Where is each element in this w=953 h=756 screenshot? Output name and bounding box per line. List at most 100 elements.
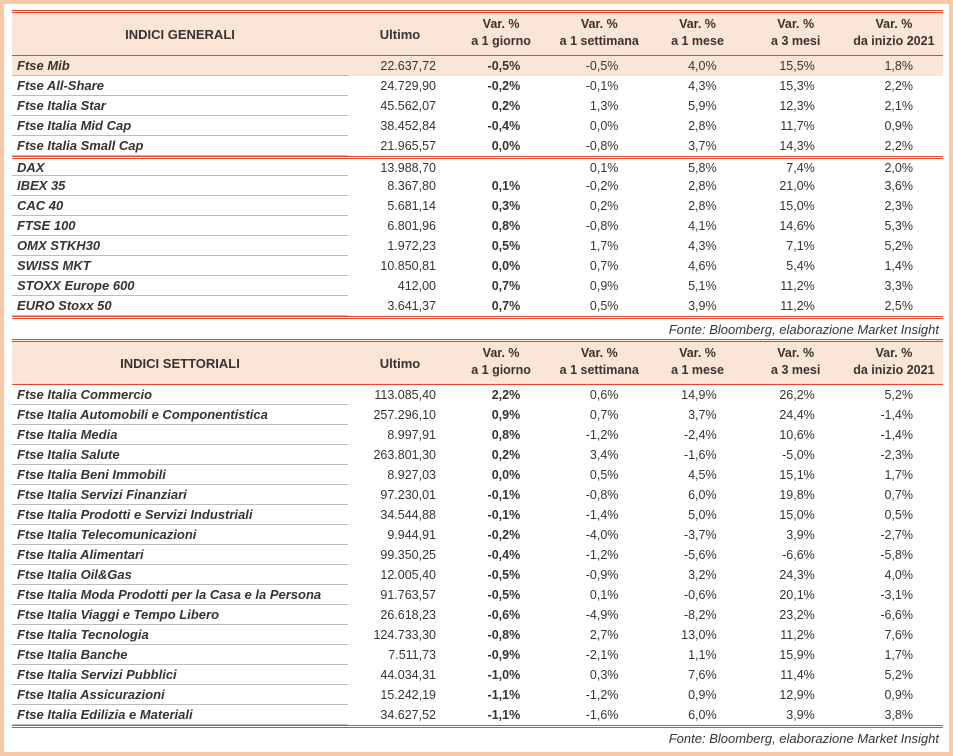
cell-w1: 1,7% <box>589 239 619 253</box>
cell-m1: 4,0% <box>688 59 717 73</box>
cell-ultimo: 263.801,30 <box>373 448 436 462</box>
cell-m3: 26,2% <box>779 388 815 402</box>
table-row: Ftse Italia Star 45.562,07 0,2% 1,3% 5,9% 12,… <box>12 96 943 116</box>
period-label-inizio-2021: da inizio 2021 <box>853 363 935 378</box>
cell-m1: 2,8% <box>688 199 717 213</box>
cell-m1: 4,1% <box>688 219 717 233</box>
cell-ultimo: 257.296,10 <box>373 408 436 422</box>
cell-d1: 0,7% <box>491 299 521 313</box>
cell-ultimo: 22.637,72 <box>380 59 436 73</box>
index-name: Ftse Italia Telecomunicazioni <box>12 525 348 545</box>
cell-d1: 0,0% <box>491 139 521 153</box>
period-label-1-settimana: a 1 settimana <box>559 363 639 378</box>
cell-w1: -0,8% <box>585 488 619 502</box>
cell-ultimo: 45.562,07 <box>380 99 436 113</box>
cell-m3: 12,9% <box>779 688 815 702</box>
cell-w1: -0,1% <box>585 79 619 93</box>
period-label-3-mesi: a 3 mesi <box>771 363 821 378</box>
cell-m1: -0,6% <box>683 588 717 602</box>
cell-m3: 15,0% <box>779 508 815 522</box>
cell-d1: -0,8% <box>487 628 521 642</box>
table-row: Ftse Italia Salute 263.801,30 0,2% 3,4% -1,6… <box>12 445 943 465</box>
cell-m3: 3,9% <box>786 708 815 722</box>
cell-d1 <box>452 159 550 176</box>
sector-indices-table: INDICI SETTORIALI Ultimo Var. % a 1 gior… <box>12 339 943 728</box>
cell-ultimo: 1.972,23 <box>387 239 436 253</box>
cell-ultimo: 97.230,01 <box>380 488 436 502</box>
cell-d1: -1,1% <box>487 708 521 722</box>
cell-d1: 0,7% <box>491 279 521 293</box>
var-label: Var. % <box>875 346 913 360</box>
index-name: Ftse Italia Assicurazioni <box>12 685 348 705</box>
cell-d1: 0,0% <box>491 259 521 273</box>
column-header-var-1-mese: Var. % a 1 mese <box>648 342 746 384</box>
cell-m1: 3,9% <box>688 299 717 313</box>
cell-ultimo: 38.452,84 <box>380 119 436 133</box>
sector-table-body: Ftse Italia Commercio 113.085,40 2,2% 0,6% 1… <box>12 385 943 728</box>
cell-m3: -6,6% <box>782 548 815 562</box>
table-row: Ftse Italia Moda Prodotti per la Casa e … <box>12 585 943 605</box>
table-row: Ftse Italia Commercio 113.085,40 2,2% 0,6% 1… <box>12 385 943 405</box>
cell-ultimo: 5.681,14 <box>387 199 436 213</box>
cell-m1: 1,1% <box>688 648 717 662</box>
table-row: DAX 13.988,70 0,1% 5,8% 7,4% 2,0% <box>12 156 943 176</box>
index-name: Ftse Italia Star <box>12 96 348 116</box>
cell-m1: 2,8% <box>688 119 717 133</box>
cell-m1: 4,6% <box>688 259 717 273</box>
cell-w1: 0,7% <box>589 408 619 422</box>
column-header-var-1-giorno: Var. % a 1 giorno <box>452 13 550 55</box>
table-row: CAC 40 5.681,14 0,3% 0,2% 2,8% 15,0% 2,3% <box>12 196 943 216</box>
index-name: Ftse Italia Oil&Gas <box>12 565 348 585</box>
cell-ytd: -2,3% <box>880 448 913 462</box>
cell-w1: 0,5% <box>589 299 619 313</box>
table-row: Ftse Italia Alimentari 99.350,25 -0,4% -1,2… <box>12 545 943 565</box>
cell-w1: -4,0% <box>585 528 619 542</box>
cell-ytd: 1,8% <box>884 59 913 73</box>
cell-ytd: 1,7% <box>884 648 913 662</box>
cell-d1: -0,1% <box>487 488 521 502</box>
table-row: Ftse All-Share 24.729,90 -0,2% -0,1% 4,3% 15,… <box>12 76 943 96</box>
cell-ultimo: 91.763,57 <box>380 588 436 602</box>
index-name: Ftse Italia Banche <box>12 645 348 665</box>
cell-ytd: 5,2% <box>884 239 913 253</box>
index-name: Ftse Mib <box>12 56 348 76</box>
cell-m3: 24,3% <box>779 568 815 582</box>
cell-ultimo: 13.988,70 <box>380 160 436 175</box>
cell-m1: 13,0% <box>681 628 717 642</box>
cell-m1: 5,9% <box>688 99 717 113</box>
cell-w1: -1,4% <box>585 508 619 522</box>
index-name: IBEX 35 <box>12 176 348 196</box>
cell-m1: -3,7% <box>683 528 717 542</box>
period-label-inizio-2021: da inizio 2021 <box>853 34 935 49</box>
cell-m3: 15,0% <box>779 199 815 213</box>
cell-w1: 2,7% <box>589 628 619 642</box>
cell-m3: 11,2% <box>780 279 815 293</box>
table-row: Ftse Italia Mid Cap 38.452,84 -0,4% 0,0% 2,8… <box>12 116 943 136</box>
cell-ultimo: 24.729,90 <box>380 79 436 93</box>
cell-ultimo: 26.618,23 <box>380 608 436 622</box>
cell-m1: 3,2% <box>688 568 717 582</box>
cell-w1: 0,3% <box>589 668 619 682</box>
cell-w1: 1,3% <box>589 99 619 113</box>
cell-m3: 12,3% <box>779 99 815 113</box>
cell-ultimo: 9.944,91 <box>387 528 436 542</box>
cell-m3: 19,8% <box>779 488 815 502</box>
cell-ytd: 3,3% <box>884 279 913 293</box>
cell-ultimo: 8.997,91 <box>387 428 436 442</box>
cell-ytd: 2,1% <box>884 99 913 113</box>
var-label: Var. % <box>580 346 618 360</box>
table-row: Ftse Italia Edilizia e Materiali 34.627,5… <box>12 705 943 725</box>
column-header-ultimo: Ultimo <box>379 26 421 42</box>
cell-ultimo: 44.034,31 <box>380 668 436 682</box>
period-label-3-mesi: a 3 mesi <box>771 34 821 49</box>
cell-m1: 4,5% <box>688 468 717 482</box>
cell-m3: 3,9% <box>786 528 815 542</box>
cell-m3: 11,2% <box>780 628 815 642</box>
general-table-body: Ftse Mib 22.637,72 -0,5% -0,5% 4,0% 15,5% 1,8%… <box>12 56 943 319</box>
table-row: Ftse Italia Small Cap 21.965,57 0,0% -0,8% 3… <box>12 136 943 156</box>
cell-ytd: 5,3% <box>884 219 913 233</box>
cell-w1: 0,7% <box>589 259 619 273</box>
cell-d1: -0,5% <box>487 59 521 73</box>
cell-w1: -2,1% <box>585 648 619 662</box>
cell-m1: -8,2% <box>683 608 717 622</box>
